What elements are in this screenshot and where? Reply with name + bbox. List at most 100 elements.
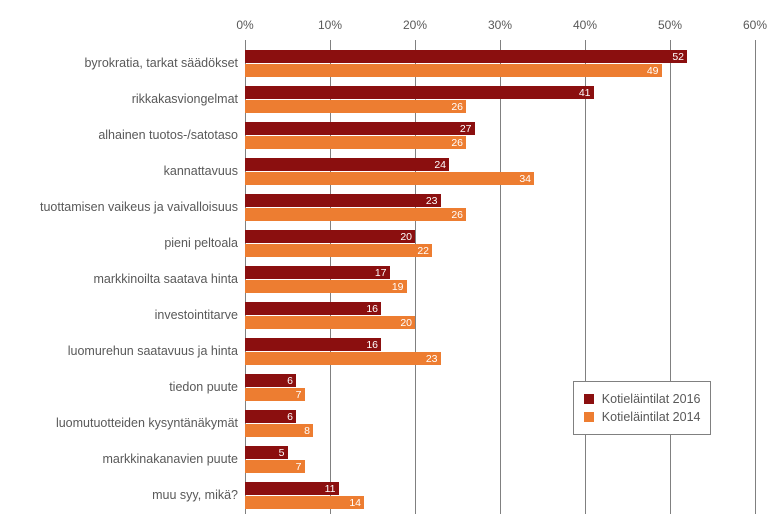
bar: 20 (245, 230, 415, 243)
plot-area: byrokratia, tarkat säädökset 52 49 rikkakas… (10, 46, 755, 514)
category-label: markkinakanavien puute (10, 453, 245, 467)
bar-group: 24 34 (245, 154, 755, 190)
x-tick-label: 50% (658, 18, 682, 32)
bar-value-label: 19 (392, 281, 404, 293)
bar-group: 52 49 (245, 46, 755, 82)
bar-group: 1623 (245, 334, 755, 370)
bar: 6 (245, 374, 296, 387)
category-label: luomutuotteiden kysyntänäkymät (10, 417, 245, 431)
bar: 23 (245, 352, 441, 365)
bar: 7 (245, 460, 305, 473)
bar-value-label: 20 (400, 231, 412, 243)
bar-value-label: 52 (672, 51, 684, 63)
category-row: byrokratia, tarkat säädökset 52 49 (10, 46, 755, 82)
bar-value-label: 7 (296, 389, 302, 401)
bar: 19 (245, 280, 407, 293)
legend-item: Kotieläintilat 2016 (584, 392, 701, 406)
bar-value-label: 7 (296, 461, 302, 473)
bar-value-label: 23 (426, 353, 438, 365)
bar: 8 (245, 424, 313, 437)
x-tick-label: 0% (236, 18, 253, 32)
bar-group: 2726 (245, 118, 755, 154)
bar-value-label: 6 (287, 411, 293, 423)
legend-swatch (584, 394, 594, 404)
bar-value-label: 6 (287, 375, 293, 387)
x-axis-labels: 0%10%20%30%40%50%60% (245, 18, 755, 40)
bar-value-label: 34 (519, 173, 531, 185)
bar-value-label: 16 (366, 303, 378, 315)
bar: 22 (245, 244, 432, 257)
category-label: pieni peltoala (10, 237, 245, 251)
bar: 24 (245, 158, 449, 171)
category-row: alhainen tuotos-/satotaso2726 (10, 118, 755, 154)
bar-group: 1620 (245, 298, 755, 334)
bar-value-label: 16 (366, 339, 378, 351)
bar-value-label: 20 (400, 317, 412, 329)
bar: 6 (245, 410, 296, 423)
bar-value-label: 5 (279, 447, 285, 459)
category-label: tuottamisen vaikeus ja vaivalloisuus (10, 201, 245, 215)
bar-group: 23 26 (245, 190, 755, 226)
category-label: tiedon puute (10, 381, 245, 395)
bar-value-label: 41 (579, 87, 591, 99)
category-row: investointitarve1620 (10, 298, 755, 334)
bar: 7 (245, 388, 305, 401)
category-row: markkinoilta saatava hinta1719 (10, 262, 755, 298)
bar: 16 (245, 338, 381, 351)
legend: Kotieläintilat 2016 Kotieläintilat 2014 (573, 381, 712, 435)
category-row: pieni peltoala2022 (10, 226, 755, 262)
category-label: rikkakasviongelmat (10, 93, 245, 107)
bar-value-label: 8 (304, 425, 310, 437)
x-tick-label: 20% (403, 18, 427, 32)
x-tick-label: 10% (318, 18, 342, 32)
legend-label: Kotieläintilat 2016 (602, 392, 701, 406)
category-row: markkinakanavien puute57 (10, 442, 755, 478)
x-tick-label: 30% (488, 18, 512, 32)
legend-item: Kotieläintilat 2014 (584, 410, 701, 424)
legend-label: Kotieläintilat 2014 (602, 410, 701, 424)
category-label: byrokratia, tarkat säädökset (10, 57, 245, 71)
category-label: markkinoilta saatava hinta (10, 273, 245, 287)
bar-chart: 0%10%20%30%40%50%60% byrokratia, tarkat … (10, 18, 755, 514)
bar: 16 (245, 302, 381, 315)
bar: 26 (245, 136, 466, 149)
bar: 17 (245, 266, 390, 279)
bar: 26 (245, 100, 466, 113)
bar: 27 (245, 122, 475, 135)
bar: 11 (245, 482, 339, 495)
category-row: muu syy, mikä?1114 (10, 478, 755, 514)
bar-value-label: 23 (426, 195, 438, 207)
gridline (755, 46, 756, 514)
category-row: tuottamisen vaikeus ja vaivalloisuus 23 26 (10, 190, 755, 226)
bar: 52 (245, 50, 687, 63)
bar-group: 1719 (245, 262, 755, 298)
bar-group: 41 26 (245, 82, 755, 118)
bar-value-label: 17 (375, 267, 387, 279)
bar: 14 (245, 496, 364, 509)
bar-value-label: 26 (451, 209, 463, 221)
legend-swatch (584, 412, 594, 422)
bar-value-label: 22 (417, 245, 429, 257)
bar-value-label: 11 (325, 483, 336, 495)
category-row: rikkakasviongelmat 41 26 (10, 82, 755, 118)
bar-group: 1114 (245, 478, 755, 514)
bar-group: 57 (245, 442, 755, 478)
bar: 20 (245, 316, 415, 329)
category-label: investointitarve (10, 309, 245, 323)
category-label: kannattavuus (10, 165, 245, 179)
bar: 5 (245, 446, 288, 459)
category-label: muu syy, mikä? (10, 489, 245, 503)
bar-value-label: 26 (451, 137, 463, 149)
bar: 26 (245, 208, 466, 221)
x-tick-label: 40% (573, 18, 597, 32)
category-row: luomurehun saatavuus ja hinta1623 (10, 334, 755, 370)
category-label: alhainen tuotos-/satotaso (10, 129, 245, 143)
bar: 23 (245, 194, 441, 207)
bar-value-label: 24 (434, 159, 446, 171)
x-tick-label: 60% (743, 18, 767, 32)
category-row: kannattavuus 24 34 (10, 154, 755, 190)
bar-group: 2022 (245, 226, 755, 262)
bar: 49 (245, 64, 662, 77)
category-label: luomurehun saatavuus ja hinta (10, 345, 245, 359)
bar-value-label: 26 (451, 101, 463, 113)
